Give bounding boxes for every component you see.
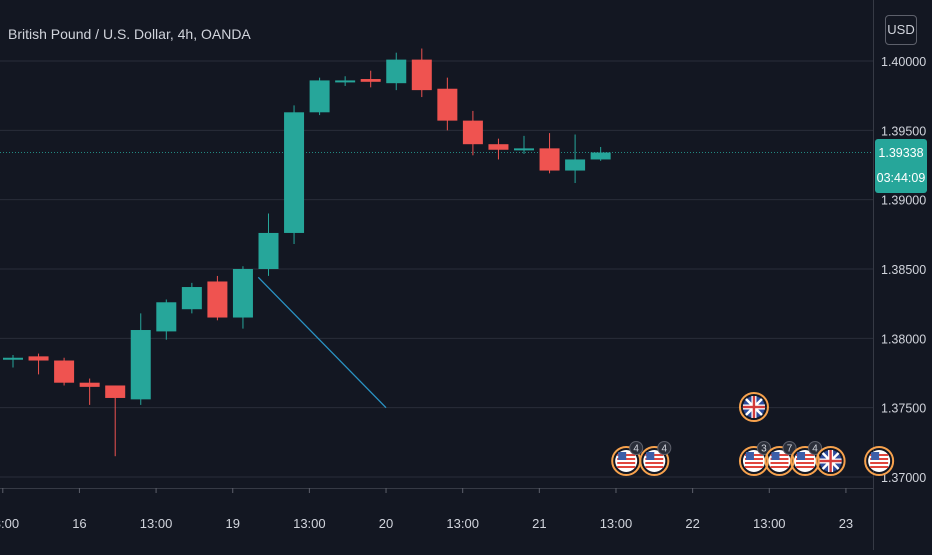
y-tick-label: 1.40000	[881, 55, 926, 69]
candle-up	[130, 330, 151, 400]
flag-canton	[745, 452, 754, 460]
event-ring	[864, 446, 895, 476]
flag-stripe	[645, 462, 664, 464]
flag-stripe	[617, 462, 636, 464]
y-tick-label: 1.38000	[881, 332, 926, 346]
y-tick-label: 1.37000	[881, 471, 926, 485]
x-tick-label: 16	[72, 516, 86, 531]
x-tick-label: 23	[839, 516, 853, 531]
flag-canton	[618, 452, 627, 460]
candle-down	[207, 281, 228, 318]
candle-down	[462, 120, 483, 145]
flag-canton	[646, 452, 655, 460]
event-count: 4	[662, 444, 668, 455]
candle-down	[437, 88, 458, 121]
event-ring	[815, 446, 846, 476]
candle-down	[488, 144, 509, 150]
flag-stripe	[617, 466, 636, 468]
flag-stripe	[744, 462, 763, 464]
flag-stripe	[870, 462, 889, 464]
bar-countdown: 03:44:09	[876, 171, 926, 185]
event-count-badge	[629, 441, 644, 455]
event-count: 4	[633, 444, 639, 455]
candle-down	[28, 356, 49, 361]
x-tick-label: 22	[685, 516, 699, 531]
event-count-badge	[782, 441, 797, 455]
flag-cross	[752, 396, 756, 418]
flag-cross	[829, 450, 832, 472]
event-ring	[764, 446, 795, 476]
symbol-title: British Pound / U.S. Dollar, 4h, OANDA	[8, 26, 251, 42]
event-count-badge	[657, 441, 672, 455]
candle-down	[79, 382, 100, 387]
last-price-value: 1.39338	[878, 146, 924, 160]
y-tick-label: 1.37500	[881, 402, 926, 416]
event-ring	[790, 446, 821, 476]
candle-up	[156, 302, 177, 332]
flag-stripe	[870, 466, 889, 468]
last-price-tag: 1.39338 03:44:09	[875, 139, 927, 193]
trend-line	[257, 276, 387, 409]
flag-stripe	[744, 466, 763, 468]
y-tick-label: 1.39000	[881, 194, 926, 208]
candle-up	[232, 269, 253, 318]
x-tick-label: 20	[379, 516, 393, 531]
event-ring	[738, 446, 769, 476]
candle-up	[3, 357, 23, 360]
candle-up	[284, 112, 305, 233]
event-ring	[639, 446, 670, 476]
x-tick-label: 13:00	[140, 516, 173, 531]
x-tick-label: 13:00	[0, 516, 19, 531]
candle-down	[360, 79, 381, 82]
event-count: 3	[761, 444, 767, 455]
event-count-badge	[756, 441, 771, 455]
flag-stripe	[770, 466, 789, 468]
currency-button[interactable]: USD	[885, 15, 917, 45]
flag-canton	[871, 452, 880, 460]
x-tick-label: 13:00	[293, 516, 326, 531]
candle-down	[411, 59, 432, 91]
event-count-badge	[808, 441, 823, 455]
candle-down	[105, 385, 126, 398]
x-tick-label: 19	[225, 516, 239, 531]
event-ring	[738, 392, 769, 422]
event-count: 7	[787, 444, 793, 455]
flag-stripe	[645, 466, 664, 468]
flag-stripe	[770, 462, 789, 464]
candle-up	[590, 152, 611, 160]
flag-stripe	[796, 466, 815, 468]
flag-stripe	[796, 462, 815, 464]
flag-canton	[797, 452, 806, 460]
candle-up	[309, 80, 330, 113]
x-tick-label: 21	[532, 516, 546, 531]
flag-canton	[771, 452, 780, 460]
y-tick-label: 1.38500	[881, 263, 926, 277]
candle-up	[386, 59, 407, 84]
candle-down	[539, 148, 560, 171]
y-tick-label: 1.39500	[881, 124, 926, 138]
x-tick-label: 13:00	[446, 516, 479, 531]
x-tick-label: 13:00	[753, 516, 786, 531]
candle-up	[258, 232, 279, 269]
x-tick-label: 13:00	[600, 516, 633, 531]
candle-up	[181, 287, 202, 310]
candle-down	[54, 360, 75, 383]
candle-up	[335, 80, 356, 83]
event-count: 4	[812, 444, 818, 455]
candle-up	[514, 148, 534, 151]
candle-up	[565, 159, 586, 171]
